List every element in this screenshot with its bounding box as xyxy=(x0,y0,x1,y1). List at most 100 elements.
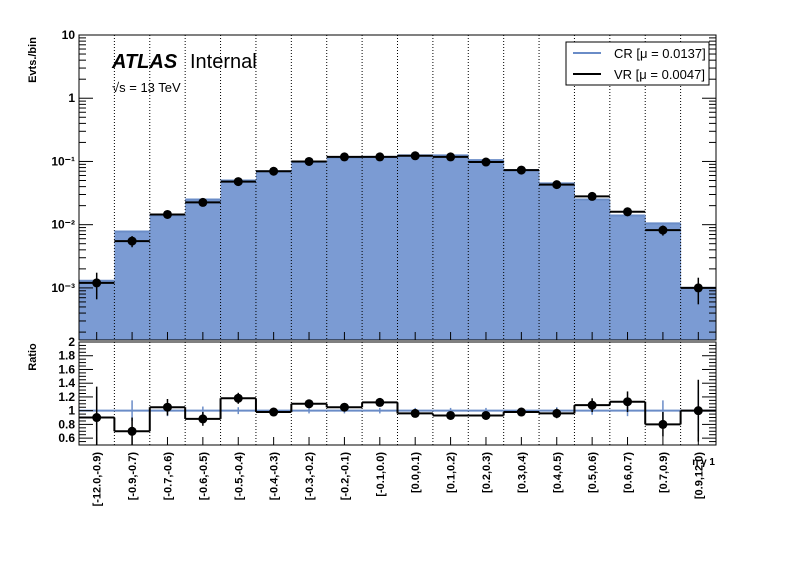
ratio-y-axis-title: Ratio xyxy=(27,343,39,371)
vr-ratio-point xyxy=(339,402,349,412)
vr-data-points xyxy=(92,151,703,305)
vr-point xyxy=(623,207,633,217)
vertical-grid xyxy=(113,35,682,445)
vr-point xyxy=(410,151,420,161)
cr-bar xyxy=(609,215,646,340)
category-label: [-0.2,-0.1) xyxy=(339,452,351,501)
axes xyxy=(78,34,717,446)
legend-cr-label: CR [μ = 0.0137] xyxy=(614,46,706,61)
category-label: [-0.4,-0.3) xyxy=(269,452,281,501)
vr-ratio-point xyxy=(693,406,703,416)
vr-ratio-point xyxy=(304,399,314,409)
ratio-tick-label: 0.8 xyxy=(58,417,75,431)
vr-point xyxy=(658,225,668,235)
cr-bar xyxy=(255,171,292,340)
vr-point xyxy=(375,152,385,162)
vr-ratio-point xyxy=(552,408,562,418)
category-label: [-12.0,-0.9) xyxy=(92,452,104,507)
internal-label: Internal xyxy=(190,51,257,73)
ratio-tick-label: 2 xyxy=(68,335,75,349)
vr-point xyxy=(552,180,562,190)
vr-point xyxy=(198,197,208,207)
legend: CR [μ = 0.0137] VR [μ = 0.0047] xyxy=(565,41,710,86)
cr-bar xyxy=(539,183,575,340)
vr-point xyxy=(304,156,314,166)
vr-ratio-point xyxy=(233,393,243,403)
category-label: [-0.6,-0.5) xyxy=(198,452,210,501)
vr-point xyxy=(162,209,172,219)
x-axis-title: η γ 1 xyxy=(692,457,715,468)
cr-bar xyxy=(503,170,540,340)
cr-bar xyxy=(574,199,611,340)
category-label: [0.2,0.3) xyxy=(481,452,493,493)
vr-ratio-point xyxy=(623,397,633,407)
category-label: [-0.7,-0.6) xyxy=(162,452,174,501)
category-label: [0.5,0.6) xyxy=(587,452,599,493)
ratio-panel xyxy=(79,379,716,445)
vr-ratio-point xyxy=(92,413,102,423)
category-label: [0.0,0.1) xyxy=(410,452,422,493)
cr-bar xyxy=(645,223,682,340)
vr-ratio-point xyxy=(127,426,137,436)
y-tick-label: 10 xyxy=(62,28,76,42)
vr-ratio-point xyxy=(446,410,456,420)
y-tick-label: 1 xyxy=(68,91,75,105)
category-label: [-0.1,0.0) xyxy=(375,452,387,497)
category-label: [0.7,0.9) xyxy=(658,452,670,493)
y-tick-label: 10⁻² xyxy=(51,218,75,232)
category-label: [-0.5,-0.4) xyxy=(233,452,245,501)
vr-ratio-point xyxy=(658,419,668,429)
category-label: [-0.3,-0.2) xyxy=(304,452,316,501)
vr-point xyxy=(233,177,243,187)
vr-point xyxy=(693,283,703,293)
cr-bar xyxy=(220,180,257,340)
category-labels: [-12.0,-0.9) [-0.9,-0.7) [-0.7,-0.6) [-0.6,… xyxy=(92,452,706,507)
category-label: [-0.9,-0.7) xyxy=(127,452,139,501)
vr-point xyxy=(446,152,456,162)
vr-ratio-point xyxy=(198,414,208,424)
vr-ratio-point xyxy=(481,410,491,420)
cr-bar xyxy=(114,231,151,340)
category-label: [0.1,0.2) xyxy=(446,452,458,493)
category-label: [0.6,0.7) xyxy=(623,452,635,493)
y-axis-title: Evts./bin xyxy=(27,37,39,83)
vr-point xyxy=(92,278,102,288)
vr-ratio-point xyxy=(269,407,279,417)
category-label: [0.4,0.5) xyxy=(552,452,564,493)
cr-bar xyxy=(397,155,434,340)
ratio-tick-label: 1 xyxy=(68,404,75,418)
vr-ratio-point xyxy=(375,397,385,407)
ratio-tick-label: 1.8 xyxy=(58,349,75,363)
vr-point xyxy=(269,166,279,176)
vr-ratio-point xyxy=(587,400,597,410)
cr-bar xyxy=(362,156,398,340)
ratio-tick-label: 1.6 xyxy=(58,362,75,376)
cr-histogram-bars xyxy=(79,155,717,340)
ratio-tick-label: 1.2 xyxy=(58,390,75,404)
ratio-tick-label: 0.6 xyxy=(58,431,75,445)
cr-bar xyxy=(149,215,186,340)
main-frame xyxy=(78,34,717,341)
vr-point xyxy=(339,152,349,162)
vr-ratio-point xyxy=(162,402,172,412)
cr-bar xyxy=(326,157,363,340)
vr-ratio-point xyxy=(410,408,420,418)
legend-vr-label: VR [μ = 0.0047] xyxy=(614,67,705,82)
vr-ratio-point xyxy=(516,407,526,417)
cr-bar xyxy=(185,199,222,340)
vr-point xyxy=(587,191,597,201)
vr-point xyxy=(127,236,137,246)
cr-bar xyxy=(432,155,469,340)
y-tick-label: 10⁻¹ xyxy=(51,154,75,168)
vr-point xyxy=(481,157,491,167)
category-label: [0.9,12.0) xyxy=(693,452,705,499)
vr-point xyxy=(516,165,526,175)
ratio-tick-label: 1.4 xyxy=(58,376,75,390)
atlas-label: ATLAS xyxy=(111,51,178,73)
category-label: [0.3,0.4) xyxy=(516,452,528,493)
legend-box xyxy=(565,41,710,86)
energy-label: √s = 13 TeV xyxy=(112,80,181,95)
